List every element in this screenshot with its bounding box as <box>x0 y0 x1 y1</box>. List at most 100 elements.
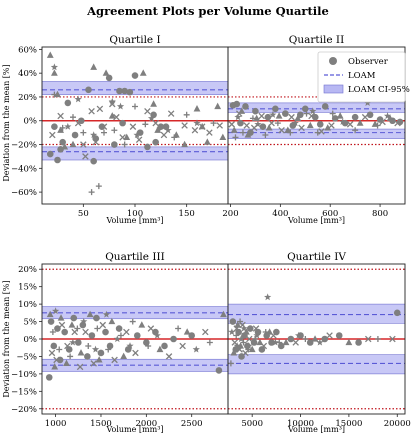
loam-ci-upper-band <box>228 102 405 113</box>
observer-point-plus <box>51 91 58 98</box>
observer-point-circle <box>85 86 92 94</box>
observer-point-circle <box>61 328 68 336</box>
observer-point-triangle <box>51 363 59 370</box>
y-tick-label: 20% <box>18 265 37 275</box>
observer-point-plus <box>352 127 359 134</box>
y-tick-label: 20% <box>18 93 37 103</box>
observer-point-circle <box>215 367 223 374</box>
observer-point-plus <box>74 325 81 332</box>
observer-point-star <box>240 324 248 332</box>
panel-title: Quartile I <box>109 34 160 46</box>
x-tick-label: 50 <box>78 209 89 219</box>
observer-point-x <box>379 118 386 126</box>
observer-point-plus <box>105 346 112 353</box>
observer-point-x <box>135 136 143 144</box>
observer-point-triangle <box>282 338 290 346</box>
observer-point-circle <box>59 138 66 146</box>
legend-loam-label: LOAM <box>348 71 376 81</box>
observer-point-x <box>278 126 285 134</box>
y-tick-label: −40% <box>11 164 37 174</box>
observer-point-circle <box>54 325 61 332</box>
observer-point-triangle <box>68 321 76 328</box>
y-tick-label: −10% <box>11 370 37 380</box>
observer-point-x <box>82 328 89 336</box>
observer-point-star <box>291 119 299 127</box>
observer-point-triangle <box>86 310 94 318</box>
observer-point-circle <box>170 335 177 343</box>
x-tick-label: 10000 <box>287 419 314 429</box>
observer-point-circle <box>282 110 289 117</box>
observer-point-circle <box>116 87 123 95</box>
observer-point-star <box>339 118 347 126</box>
observer-point-x <box>160 131 168 139</box>
observer-point-x <box>109 100 116 108</box>
observer-point-circle <box>74 339 82 346</box>
observer-point-x <box>147 325 155 332</box>
observer-point-triangle <box>181 140 188 148</box>
observer-point-circle <box>268 339 275 346</box>
legend-observer-label: Observer <box>348 57 389 67</box>
observer-point-star <box>52 307 60 315</box>
loam-ci-lower-band <box>42 146 228 161</box>
observer-point-triangle <box>275 112 283 119</box>
figure-title: Agreement Plots per Volume Quartile <box>86 4 329 18</box>
observer-point-x <box>394 119 401 127</box>
observer-point-plus <box>175 325 182 332</box>
observer-point-x <box>58 321 66 329</box>
observer-point-x <box>76 363 84 371</box>
observer-point-x <box>123 328 130 336</box>
observer-point-circle <box>121 87 128 95</box>
observer-point-triangle <box>156 345 164 353</box>
observer-point-x <box>258 112 265 120</box>
observer-point-star <box>245 342 253 350</box>
observer-point-star <box>116 102 125 110</box>
observer-point-x <box>308 112 315 120</box>
observer-point-triangle <box>386 114 394 121</box>
plot-area <box>42 51 228 196</box>
y-tick-label: 40% <box>18 69 37 79</box>
observer-point-plus <box>67 353 74 360</box>
observer-point-plus <box>117 332 124 339</box>
observer-point-circle <box>93 314 100 322</box>
x-tick-label: 400 <box>272 209 288 219</box>
y-tick-label: 5% <box>24 318 38 328</box>
observer-point-plus <box>262 132 269 139</box>
observer-point-circle <box>366 111 374 119</box>
observer-point-triangle <box>244 131 252 138</box>
x-tick-label: 20000 <box>384 419 411 429</box>
observer-point-plus <box>210 120 217 127</box>
observer-point-star <box>192 345 200 353</box>
loam-ci-lower-band <box>228 128 405 139</box>
panel-quartile-2: Quartile II 200 400 600 800 Volume [mm³] <box>222 34 406 225</box>
observer-point-x <box>111 356 118 364</box>
observer-point-x <box>96 105 104 113</box>
x-axis-label: Volume [mm³] <box>287 216 345 225</box>
observer-point-plus <box>70 114 76 121</box>
observer-point-x <box>165 353 173 360</box>
x-tick-label: 100 <box>127 209 143 219</box>
observer-point-triangle <box>324 124 332 131</box>
observer-point-star <box>74 95 82 103</box>
observer-point-circle <box>97 349 105 357</box>
y-tick-label: −15% <box>11 387 37 397</box>
loam-ci-upper-band <box>42 81 228 95</box>
observer-point-plus <box>228 360 234 367</box>
x-tick-label: 150 <box>179 209 195 219</box>
observer-point-circle <box>115 325 123 332</box>
observer-point-circle <box>237 119 244 127</box>
observer-point-star <box>233 342 241 350</box>
observer-point-x <box>152 119 159 127</box>
observer-point-triangle <box>57 314 65 321</box>
observer-point-triangle <box>203 138 211 145</box>
observer-point-triangle <box>102 69 110 76</box>
loam-ci-lower-band <box>228 354 405 375</box>
observer-point-plus <box>303 110 310 117</box>
observer-point-triangle <box>311 335 319 342</box>
observer-point-x <box>129 123 137 130</box>
observer-point-x <box>119 134 126 141</box>
observer-point-circle <box>250 339 258 346</box>
panel-title: Quartile IV <box>287 251 346 263</box>
y-tick-label: 10% <box>18 300 37 310</box>
observer-point-x <box>260 342 268 350</box>
